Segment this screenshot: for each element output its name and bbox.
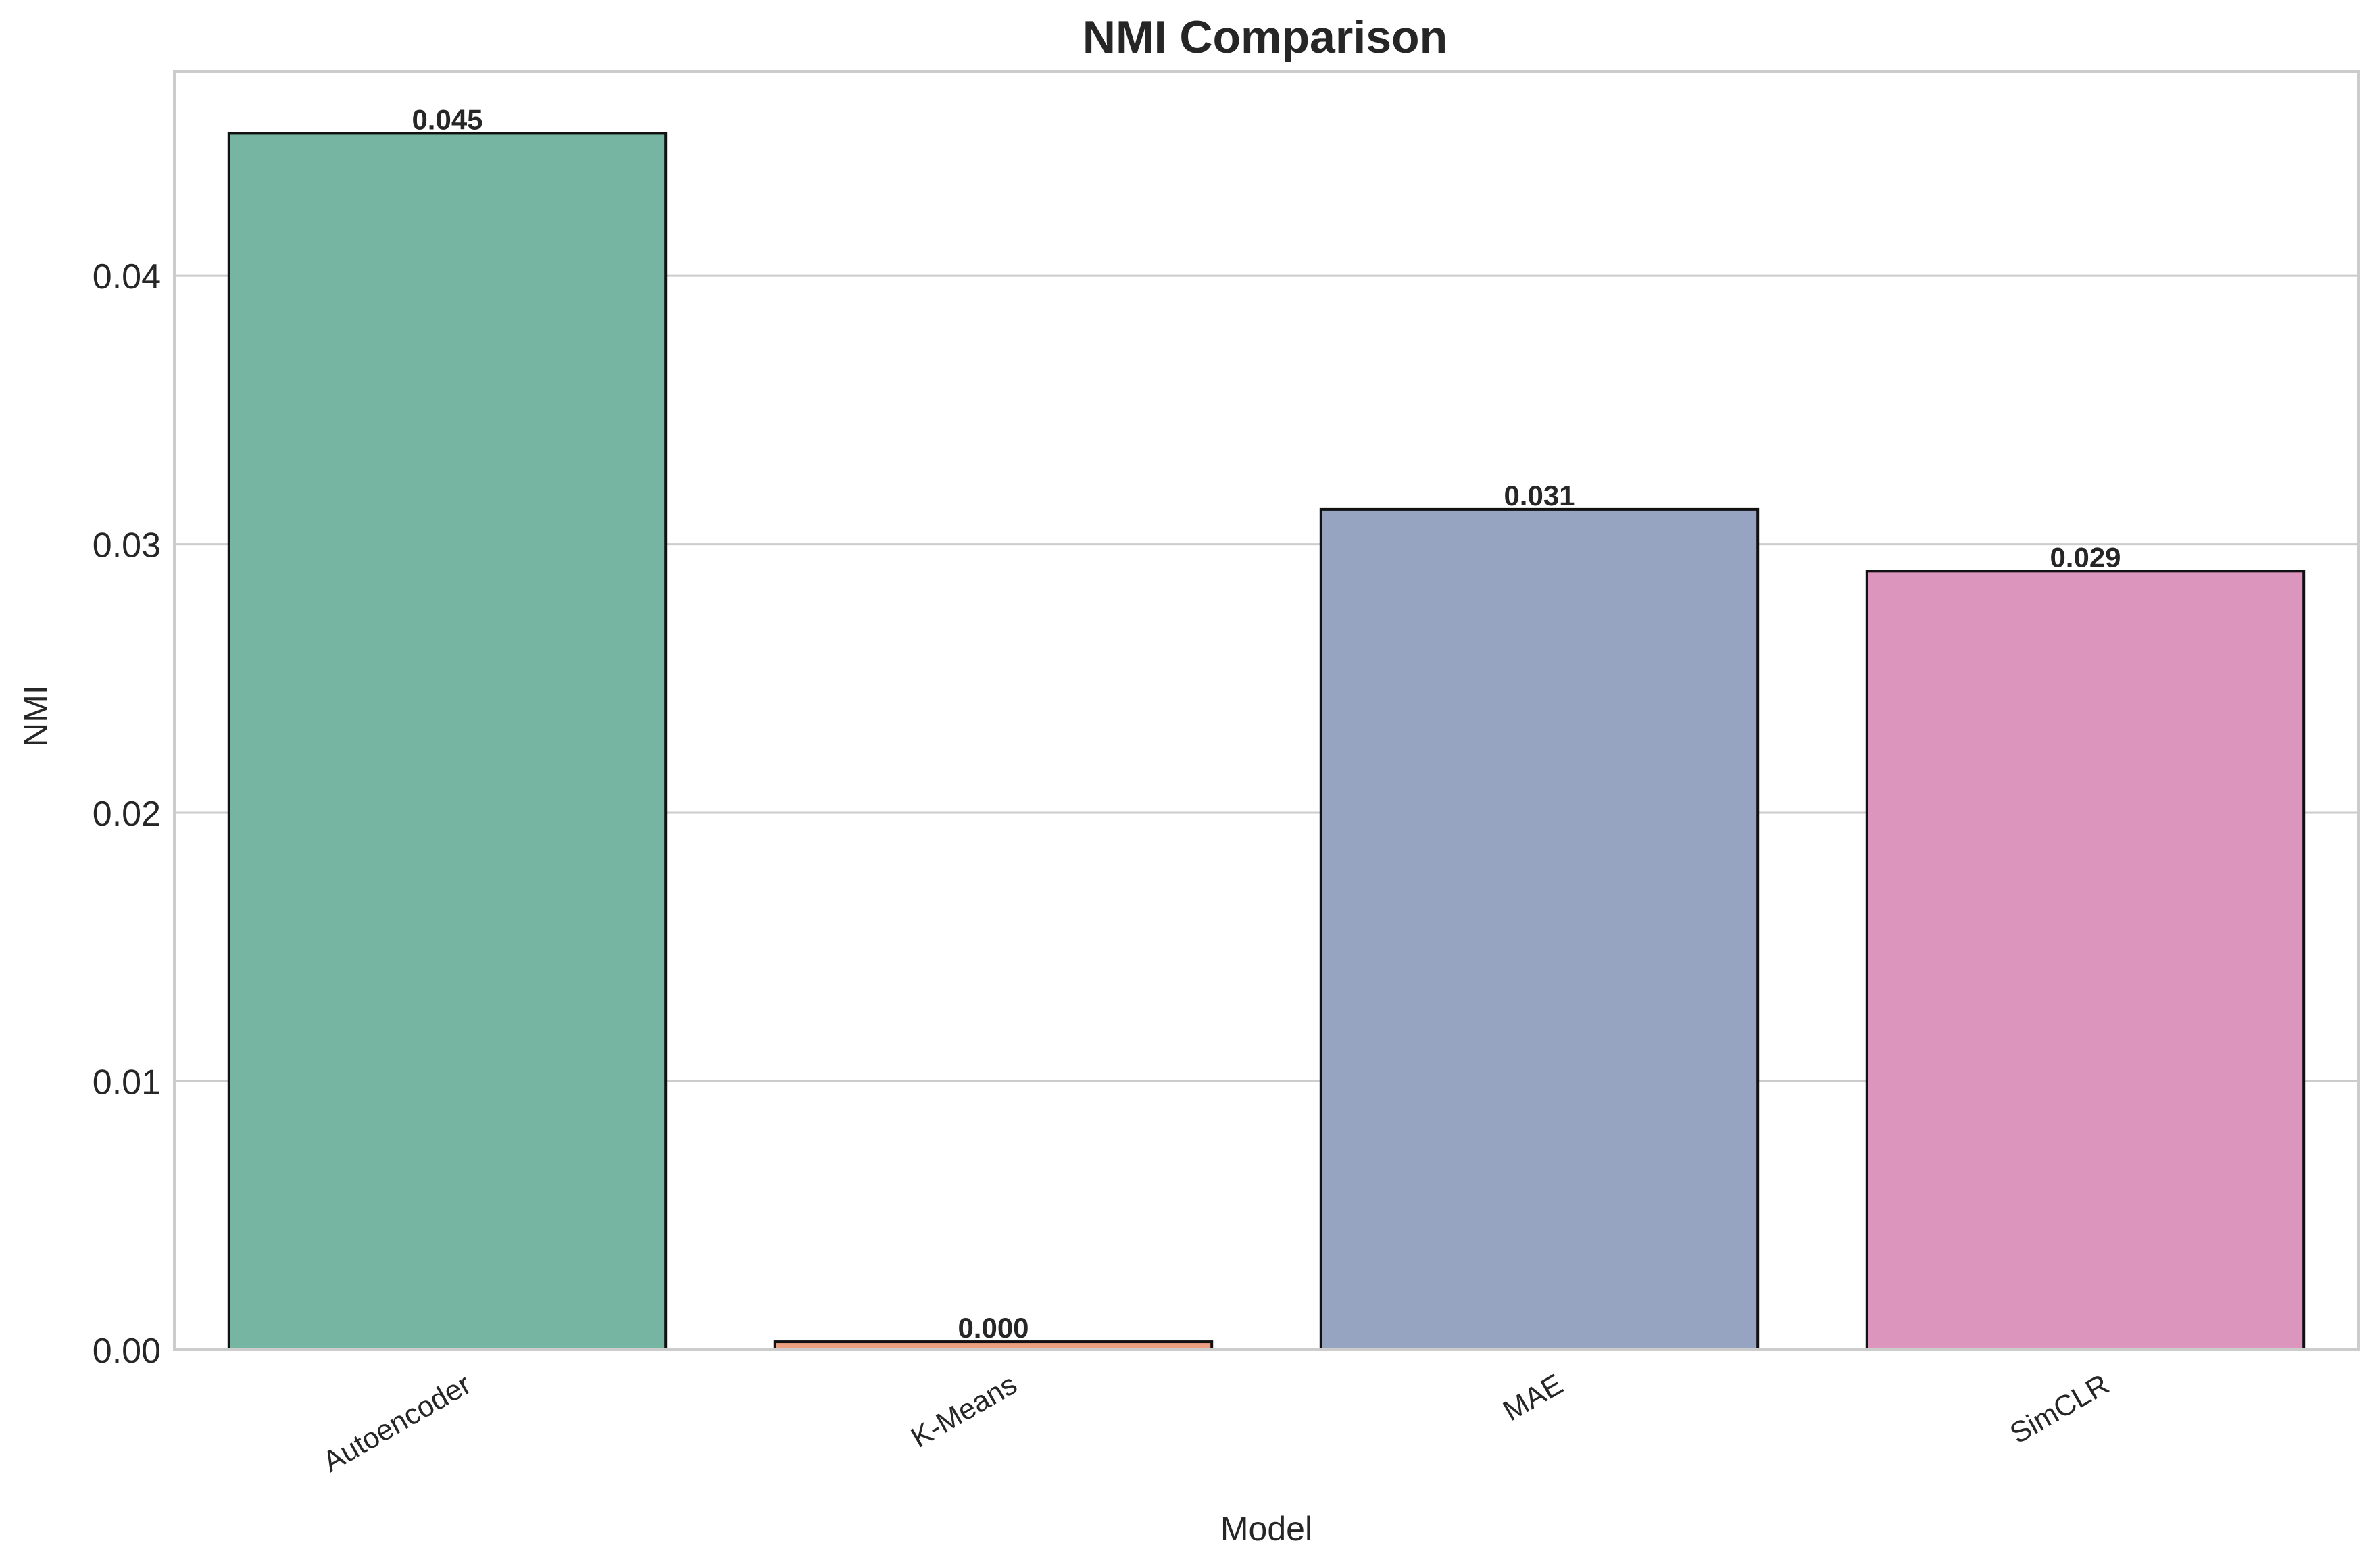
- y-tick-label: 0.01: [93, 1063, 161, 1103]
- bar: [1865, 570, 2306, 1351]
- x-axis-label: Model: [1220, 1510, 1312, 1548]
- data-labels: 0.045 0.000 0.031 0.029: [412, 103, 2121, 1344]
- y-axis-label: NMI: [17, 685, 55, 747]
- bar: [1319, 507, 1760, 1351]
- y-tick-label: 0.03: [93, 526, 161, 565]
- bar-value-label: 0.045: [412, 103, 482, 135]
- plot-frame: [173, 70, 2360, 1351]
- y-axis-ticks: 0.00 0.01 0.02 0.03 0.04: [93, 257, 161, 1371]
- bar-value-label: 0.000: [958, 1312, 1029, 1344]
- y-tick-label: 0.00: [93, 1332, 161, 1371]
- bar-value-label: 0.029: [2050, 541, 2121, 573]
- chart-title: NMI Comparison: [1083, 11, 1447, 63]
- bar: [227, 132, 668, 1351]
- y-tick-label: 0.04: [93, 257, 161, 297]
- bar-value-label: 0.031: [1504, 480, 1575, 511]
- y-tick-label: 0.02: [93, 794, 161, 834]
- bars: [227, 132, 2306, 1352]
